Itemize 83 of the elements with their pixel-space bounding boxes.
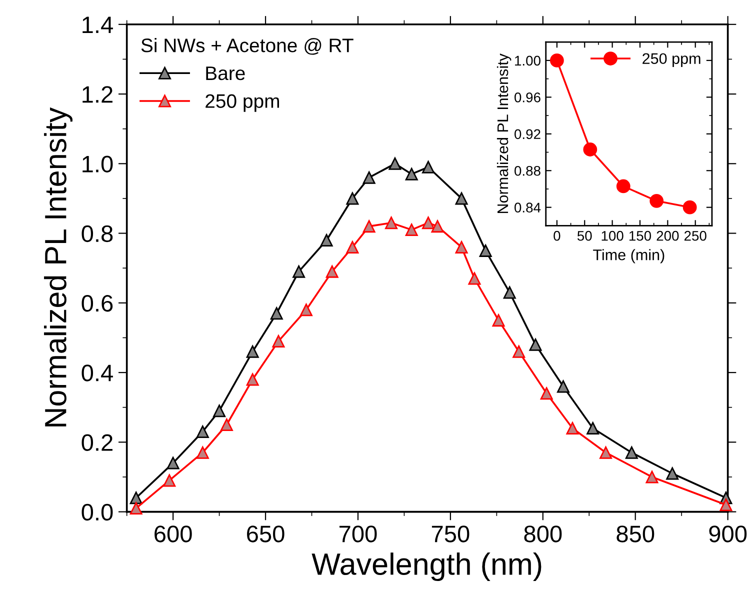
point bbox=[346, 240, 359, 254]
x-tick-label: 700 bbox=[340, 526, 377, 542]
y-tick-label: 0.92 bbox=[514, 129, 540, 140]
point bbox=[556, 380, 570, 393]
x-axis-title: Wavelength (nm) bbox=[312, 552, 542, 582]
point bbox=[503, 286, 516, 299]
y-axis-title: Normalized PL Intensity bbox=[496, 54, 512, 214]
legend-title: Si NWs + Acetone @ RT bbox=[141, 38, 354, 55]
point bbox=[346, 192, 359, 205]
point bbox=[646, 470, 658, 484]
point bbox=[479, 244, 492, 257]
point bbox=[385, 216, 398, 230]
point bbox=[529, 338, 542, 351]
y-tick-label: 1.0 bbox=[82, 156, 113, 172]
point bbox=[422, 160, 435, 174]
point bbox=[455, 240, 468, 254]
y-tick-label: 0.88 bbox=[514, 166, 540, 176]
point bbox=[682, 200, 697, 214]
point bbox=[512, 345, 526, 358]
point bbox=[492, 314, 505, 327]
x-tick-label: 0 bbox=[554, 230, 560, 241]
y-tick-label: 0.6 bbox=[82, 294, 113, 312]
point bbox=[213, 404, 226, 418]
point bbox=[130, 502, 142, 515]
point bbox=[246, 373, 259, 386]
point bbox=[292, 265, 306, 278]
point bbox=[540, 387, 553, 400]
y-tick-label: 0.0 bbox=[82, 504, 113, 521]
point bbox=[566, 422, 579, 434]
point bbox=[166, 456, 180, 470]
legend-label: 250 ppm bbox=[206, 94, 280, 112]
y-tick-label: 1.00 bbox=[515, 56, 540, 66]
y-tick-label: 0.2 bbox=[82, 434, 112, 451]
point bbox=[388, 157, 402, 170]
x-tick-label: 900 bbox=[709, 526, 747, 542]
point bbox=[431, 220, 444, 233]
y-tick-label: 1.4 bbox=[82, 16, 113, 33]
point bbox=[163, 474, 176, 487]
point bbox=[270, 307, 283, 320]
x-tick-label: 250 bbox=[684, 230, 706, 241]
point bbox=[422, 216, 435, 230]
point bbox=[625, 446, 638, 459]
point bbox=[550, 54, 564, 68]
x-axis-title: Time (min) bbox=[593, 249, 664, 264]
point bbox=[666, 467, 679, 480]
point bbox=[405, 168, 418, 180]
point bbox=[650, 194, 664, 208]
x-tick-label: 150 bbox=[629, 230, 652, 241]
point bbox=[468, 272, 481, 285]
y-tick-label: 1.2 bbox=[82, 86, 112, 103]
x-tick-label: 850 bbox=[616, 526, 654, 542]
y-axis-title: Normalized PL Intensity bbox=[44, 107, 72, 426]
point bbox=[130, 492, 142, 504]
legend-label: Bare bbox=[206, 66, 245, 80]
point bbox=[362, 171, 376, 184]
y-tick-label: 0.84 bbox=[514, 202, 541, 213]
point bbox=[326, 265, 338, 278]
point bbox=[246, 345, 259, 358]
point bbox=[300, 304, 312, 316]
point bbox=[196, 446, 209, 459]
point bbox=[583, 142, 598, 156]
y-tick-label: 0.96 bbox=[514, 92, 540, 102]
point bbox=[455, 192, 468, 205]
y-tick-label: 0.8 bbox=[82, 225, 113, 242]
point bbox=[600, 446, 612, 459]
x-tick-label: 200 bbox=[656, 230, 679, 241]
x-tick-label: 750 bbox=[432, 526, 470, 542]
point bbox=[320, 234, 333, 246]
x-tick-label: 650 bbox=[247, 526, 284, 542]
x-tick-label: 50 bbox=[577, 230, 592, 241]
point bbox=[405, 224, 418, 236]
point bbox=[616, 179, 630, 194]
x-tick-label: 600 bbox=[154, 526, 192, 542]
point bbox=[720, 498, 732, 512]
point bbox=[362, 220, 376, 233]
point bbox=[196, 425, 209, 438]
x-tick-label: 800 bbox=[524, 526, 562, 542]
point bbox=[586, 422, 600, 434]
y-tick-label: 0.4 bbox=[82, 364, 113, 382]
x-tick-label: 100 bbox=[602, 230, 624, 241]
point bbox=[220, 418, 233, 432]
legend-label: 250 ppm bbox=[642, 53, 700, 68]
point bbox=[272, 334, 285, 348]
